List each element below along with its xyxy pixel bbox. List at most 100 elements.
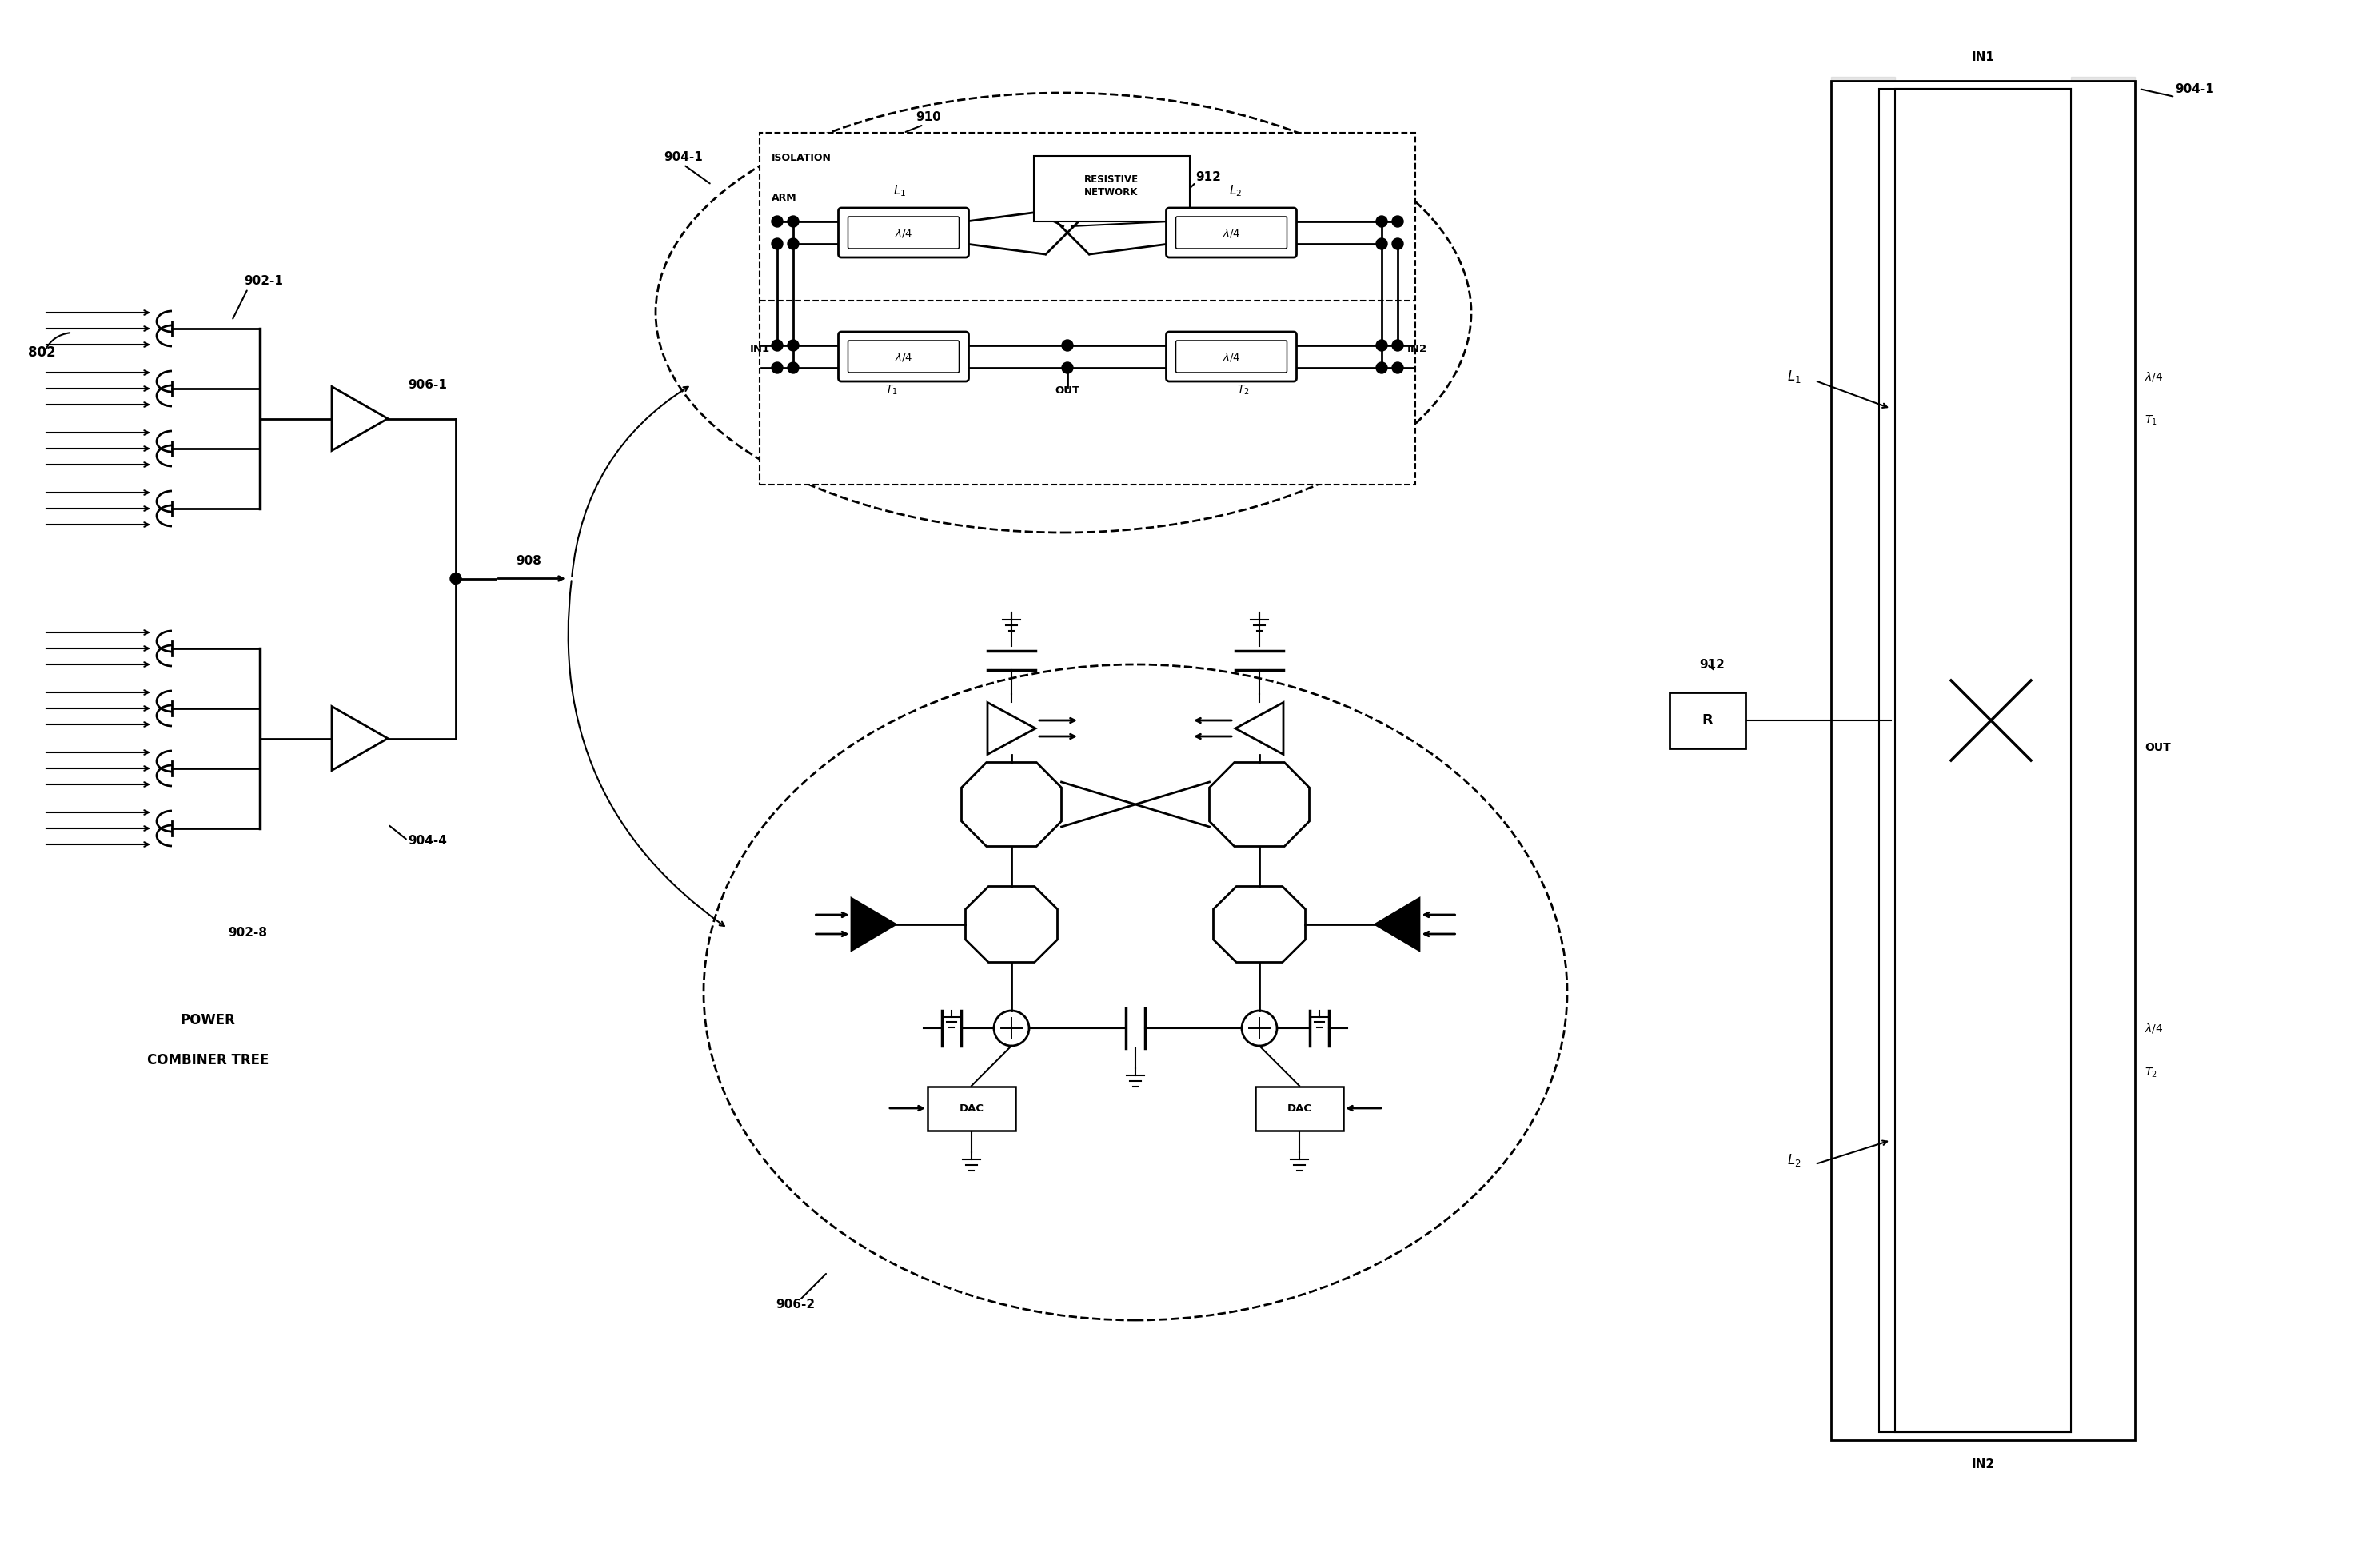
FancyBboxPatch shape <box>848 216 960 249</box>
Polygon shape <box>1832 649 1896 668</box>
Polygon shape <box>2071 472 2135 492</box>
Polygon shape <box>1832 516 1896 536</box>
Polygon shape <box>2071 1088 2135 1109</box>
Circle shape <box>1377 238 1386 249</box>
Polygon shape <box>2071 825 2135 845</box>
Polygon shape <box>2071 209 2135 229</box>
Polygon shape <box>1375 898 1420 950</box>
Polygon shape <box>2071 121 2135 141</box>
Text: $T_1$: $T_1$ <box>886 384 898 397</box>
Text: $T_2$: $T_2$ <box>1237 384 1249 397</box>
Polygon shape <box>1832 1352 1896 1372</box>
Text: IN2: IN2 <box>1972 1458 1996 1471</box>
Circle shape <box>773 238 782 249</box>
Polygon shape <box>2071 693 2135 712</box>
Text: OUT: OUT <box>2145 742 2171 753</box>
Circle shape <box>1377 340 1386 351</box>
Text: 908: 908 <box>517 555 540 568</box>
Polygon shape <box>1832 77 1896 97</box>
Text: ISOLATION: ISOLATION <box>773 152 832 163</box>
Circle shape <box>773 340 782 351</box>
Polygon shape <box>2071 956 2135 977</box>
Text: DAC: DAC <box>960 1102 984 1113</box>
Polygon shape <box>1832 1308 1896 1328</box>
Circle shape <box>787 238 799 249</box>
Bar <box>1256 1087 1344 1131</box>
Polygon shape <box>2071 913 2135 933</box>
Text: OUT: OUT <box>1055 386 1081 395</box>
Circle shape <box>1391 340 1403 351</box>
Polygon shape <box>1832 781 1896 800</box>
Polygon shape <box>2071 781 2135 800</box>
Polygon shape <box>1832 428 1896 448</box>
Text: R: R <box>1702 713 1714 728</box>
Polygon shape <box>1832 1000 1896 1021</box>
Text: IN2: IN2 <box>1408 343 1427 354</box>
Circle shape <box>450 572 462 585</box>
Circle shape <box>773 362 782 373</box>
Polygon shape <box>1832 296 1896 317</box>
Polygon shape <box>2071 77 2135 97</box>
Text: 910: 910 <box>915 111 941 124</box>
Polygon shape <box>2071 737 2135 756</box>
Polygon shape <box>1832 165 1896 185</box>
Polygon shape <box>1832 693 1896 712</box>
Circle shape <box>773 216 782 227</box>
Polygon shape <box>2071 560 2135 580</box>
Circle shape <box>1062 340 1074 351</box>
Polygon shape <box>1832 913 1896 933</box>
Polygon shape <box>2071 252 2135 273</box>
Polygon shape <box>2071 1308 2135 1328</box>
Polygon shape <box>1832 1176 1896 1196</box>
Text: $T_2$: $T_2$ <box>2145 1066 2157 1080</box>
Polygon shape <box>1832 472 1896 492</box>
Polygon shape <box>2071 1044 2135 1065</box>
FancyBboxPatch shape <box>1166 209 1296 257</box>
Circle shape <box>787 340 799 351</box>
Bar <box>1879 89 2071 1432</box>
Polygon shape <box>2071 1132 2135 1152</box>
Circle shape <box>787 362 799 373</box>
Polygon shape <box>1832 560 1896 580</box>
Polygon shape <box>851 898 896 950</box>
Circle shape <box>787 216 799 227</box>
Bar <box>1668 693 1744 748</box>
Polygon shape <box>1832 1220 1896 1240</box>
Circle shape <box>1391 238 1403 249</box>
Text: 904-4: 904-4 <box>408 834 448 847</box>
Text: POWER: POWER <box>180 1013 235 1027</box>
Text: $\lambda/4$: $\lambda/4$ <box>1223 227 1240 238</box>
Text: 912: 912 <box>1699 659 1725 671</box>
Text: $\lambda/4$: $\lambda/4$ <box>2145 1022 2164 1035</box>
Polygon shape <box>1832 252 1896 273</box>
Polygon shape <box>2071 296 2135 317</box>
Text: COMBINER TREE: COMBINER TREE <box>147 1054 268 1068</box>
FancyBboxPatch shape <box>1176 216 1287 249</box>
Polygon shape <box>2071 869 2135 889</box>
Text: 906-1: 906-1 <box>408 379 448 390</box>
Text: $L_1$: $L_1$ <box>1787 368 1801 384</box>
Polygon shape <box>1832 384 1896 405</box>
Text: 902-8: 902-8 <box>228 927 268 939</box>
FancyBboxPatch shape <box>1166 332 1296 381</box>
Polygon shape <box>2071 428 2135 448</box>
Text: 906-2: 906-2 <box>775 1298 815 1311</box>
FancyBboxPatch shape <box>839 209 969 257</box>
FancyBboxPatch shape <box>1176 340 1287 373</box>
Polygon shape <box>1832 1396 1896 1416</box>
FancyBboxPatch shape <box>848 340 960 373</box>
Polygon shape <box>2071 1176 2135 1196</box>
Polygon shape <box>2071 1220 2135 1240</box>
Text: $\lambda/4$: $\lambda/4$ <box>1223 351 1240 362</box>
Polygon shape <box>1832 340 1896 361</box>
Polygon shape <box>2071 516 2135 536</box>
Text: $\lambda/4$: $\lambda/4$ <box>893 227 912 238</box>
Text: DAC: DAC <box>1287 1102 1311 1113</box>
Text: $L_1$: $L_1$ <box>893 183 905 198</box>
Polygon shape <box>1832 1088 1896 1109</box>
Circle shape <box>1391 216 1403 227</box>
Text: 904-1: 904-1 <box>2176 83 2214 96</box>
Text: IN1: IN1 <box>1972 52 1996 63</box>
Polygon shape <box>1832 956 1896 977</box>
Polygon shape <box>1832 869 1896 889</box>
